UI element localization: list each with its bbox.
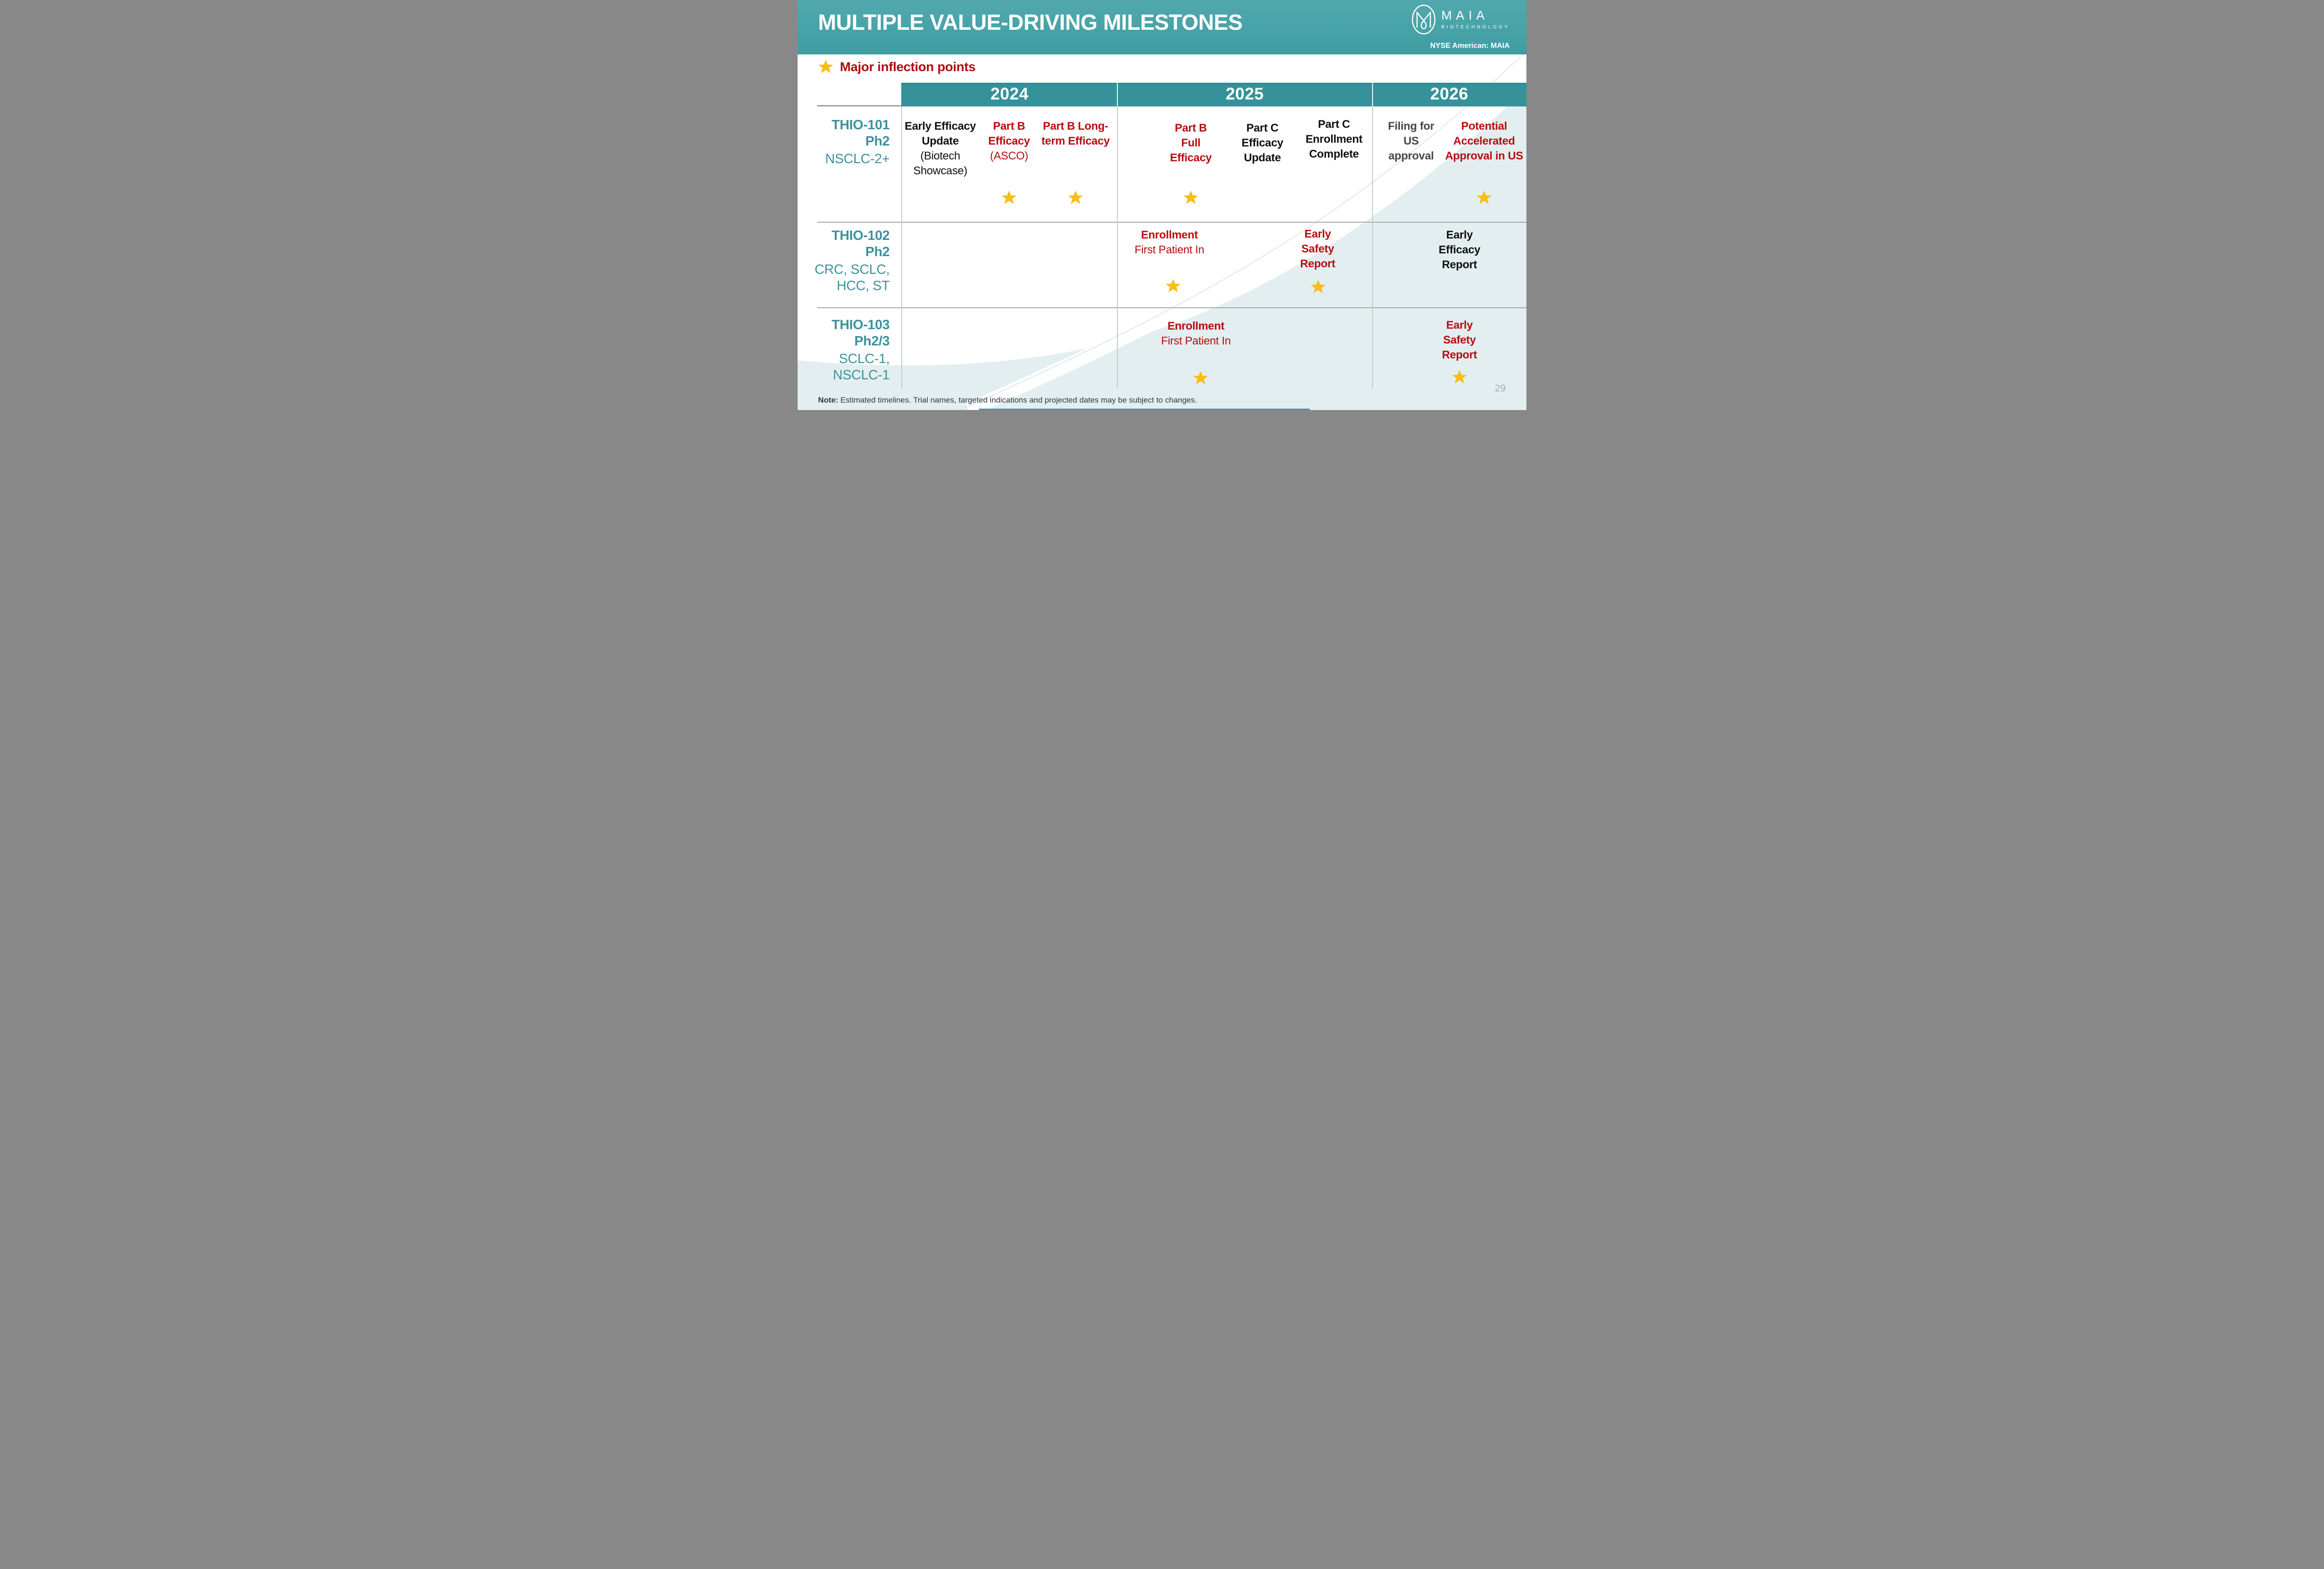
trial-indication: SCLC-1, NSCLC-1 [833, 351, 890, 383]
star-icon [818, 60, 833, 73]
column-divider [1117, 106, 1118, 389]
page-number: 29 [1495, 383, 1506, 394]
footnote-prefix: Note: [818, 396, 838, 404]
trial-phase: Ph2 [865, 134, 890, 149]
row-divider [817, 222, 1526, 223]
slide: MULTIPLE VALUE-DRIVING MILESTONES MAIA B… [798, 0, 1526, 410]
row-divider [817, 307, 1526, 308]
column-divider [1372, 106, 1373, 389]
year-header-2024: 2024 [990, 84, 1029, 103]
trial-label-thio-102: THIO-102 Ph2 CRC, SCLC, HCC, ST [801, 228, 890, 295]
milestone-early-efficacy-report-102: Early Efficacy Report [1439, 229, 1480, 271]
column-divider [901, 106, 902, 389]
milestone-part-c-enrollment-complete: Part C Enrollment Complete [1305, 118, 1363, 160]
trial-indication: CRC, SCLC, HCC, ST [814, 262, 890, 294]
trial-phase: Ph2 [865, 245, 890, 260]
milestone-early-safety-report-103: Early Safety Report [1442, 319, 1477, 361]
title-bar: MULTIPLE VALUE-DRIVING MILESTONES MAIA B… [798, 0, 1526, 54]
trial-name: THIO-102 [832, 228, 890, 243]
page-title: MULTIPLE VALUE-DRIVING MILESTONES [818, 10, 1243, 34]
brand-name: MAIA [1441, 8, 1489, 22]
maia-logo-icon [1412, 5, 1436, 34]
year-header-2026: 2026 [1430, 84, 1469, 103]
brand-subtitle: BIOTECHNOLOGY [1441, 25, 1510, 30]
swoosh-blue-region [798, 88, 1526, 410]
brand-wordmark: MAIA BIOTECHNOLOGY [1441, 9, 1510, 30]
milestone-part-b-long-term-efficacy: Part B Long-term Efficacy [1041, 120, 1110, 147]
legend: Major inflection points [818, 60, 976, 74]
footnote-text: Estimated timelines. Trial names, target… [838, 396, 1197, 404]
trial-phase: Ph2/3 [854, 334, 890, 349]
trial-label-thio-103: THIO-103 Ph2/3 SCLC-1, NSCLC-1 [801, 317, 890, 384]
trial-name: THIO-103 [832, 318, 890, 332]
trial-name: THIO-101 [832, 118, 890, 132]
ticker-label: NYSE American: MAIA [1430, 42, 1510, 50]
year-divider [1117, 83, 1118, 106]
milestone-filing-us-approval: Filing for US approval [1388, 120, 1434, 162]
year-divider [1372, 83, 1373, 106]
milestone-early-safety-report-102: Early Safety Report [1300, 228, 1335, 270]
milestone-part-b-efficacy-asco: Part B Efficacy (ASCO) [988, 120, 1030, 162]
milestone-part-c-efficacy-update: Part C Efficacy Update [1241, 122, 1283, 164]
bottom-accent-line [979, 409, 1310, 410]
year-header-2025: 2025 [1225, 84, 1264, 103]
trial-label-thio-101: THIO-101 Ph2 NSCLC-2+ [801, 117, 890, 167]
milestone-potential-accelerated-approval: Potential Accelerated Approval in US [1445, 120, 1523, 162]
milestone-enrollment-fpi-102: Enrollment First Patient In [1135, 229, 1204, 256]
footnote: Note: Estimated timelines. Trial names, … [818, 396, 1197, 405]
milestone-enrollment-fpi-103: Enrollment First Patient In [1161, 320, 1231, 347]
milestone-early-efficacy-update: Early Efficacy Update (Biotech Showcase) [905, 120, 976, 177]
milestone-part-b-full-efficacy: Part B Full Efficacy [1170, 122, 1212, 164]
trial-indication: NSCLC-2+ [825, 151, 890, 166]
brand-logo: MAIA BIOTECHNOLOGY [1411, 4, 1510, 35]
legend-label: Major inflection points [840, 60, 976, 74]
year-header-band [901, 83, 1526, 106]
